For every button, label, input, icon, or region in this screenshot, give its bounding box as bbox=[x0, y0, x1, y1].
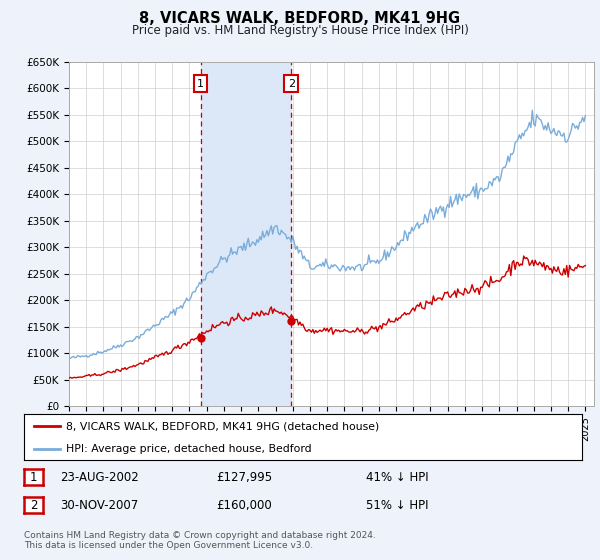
Bar bbox=[200, 62, 292, 406]
Text: 30-NOV-2007: 30-NOV-2007 bbox=[60, 498, 138, 512]
Text: HPI: Average price, detached house, Bedford: HPI: Average price, detached house, Bedf… bbox=[66, 444, 311, 454]
Text: 8, VICARS WALK, BEDFORD, MK41 9HG: 8, VICARS WALK, BEDFORD, MK41 9HG bbox=[139, 11, 461, 26]
Text: Price paid vs. HM Land Registry's House Price Index (HPI): Price paid vs. HM Land Registry's House … bbox=[131, 24, 469, 36]
Text: 51% ↓ HPI: 51% ↓ HPI bbox=[366, 498, 428, 512]
Text: 41% ↓ HPI: 41% ↓ HPI bbox=[366, 470, 428, 484]
Text: 1: 1 bbox=[197, 79, 204, 89]
Text: 1: 1 bbox=[30, 470, 37, 484]
Text: 23-AUG-2002: 23-AUG-2002 bbox=[60, 470, 139, 484]
Text: 8, VICARS WALK, BEDFORD, MK41 9HG (detached house): 8, VICARS WALK, BEDFORD, MK41 9HG (detac… bbox=[66, 421, 379, 431]
Text: Contains HM Land Registry data © Crown copyright and database right 2024.
This d: Contains HM Land Registry data © Crown c… bbox=[24, 531, 376, 550]
Text: £127,995: £127,995 bbox=[216, 470, 272, 484]
Text: £160,000: £160,000 bbox=[216, 498, 272, 512]
Text: 2: 2 bbox=[288, 79, 295, 89]
Text: 2: 2 bbox=[30, 498, 37, 512]
